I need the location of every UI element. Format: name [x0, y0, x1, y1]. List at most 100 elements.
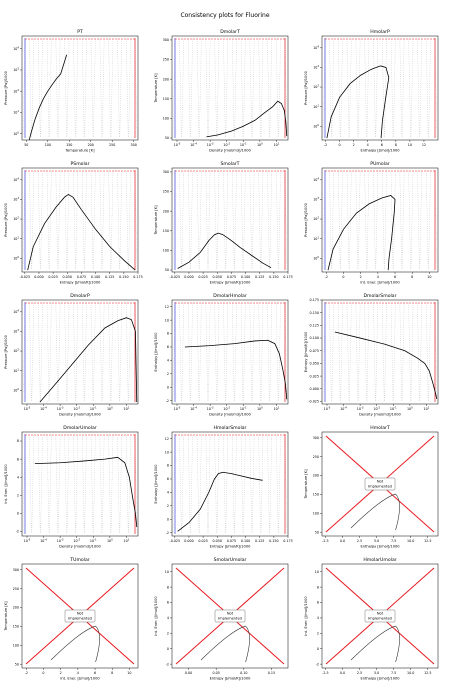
isoline	[402, 170, 405, 270]
y-tick-label: 4	[17, 475, 19, 479]
isoline	[346, 38, 350, 138]
isoline	[322, 170, 326, 270]
x-tick-label: 10-3	[207, 142, 214, 148]
isoline	[126, 302, 129, 402]
isoline	[252, 170, 255, 270]
y-tick-label: 0.125	[310, 324, 319, 328]
isoline	[216, 170, 220, 270]
isoline	[260, 434, 264, 534]
y-tick-label: -2	[166, 531, 169, 535]
x-tick-label: 0.15	[268, 671, 275, 675]
y-tick-label: 103	[13, 67, 19, 73]
y-tick-label: 6	[167, 345, 169, 349]
isoline	[223, 434, 226, 534]
isoline	[258, 170, 261, 270]
not-implemented-box	[214, 609, 246, 623]
isoline	[358, 302, 361, 402]
isoline	[267, 38, 270, 138]
y-tick-label: 4	[167, 616, 169, 620]
y-tick-label: 50	[165, 268, 169, 272]
y-tick-label: 0.100	[310, 336, 319, 340]
x-tick-label: 0.175	[133, 275, 142, 279]
isoline	[240, 434, 244, 534]
chart-panel-hmolarsmolar: HmolarSmolar -0.025 0.000 0.025 0.050 0.075 0.…	[154, 425, 293, 549]
saturation-curve	[350, 493, 400, 531]
isoline	[108, 38, 111, 138]
axes-frame	[321, 299, 439, 405]
isoline	[232, 434, 235, 534]
isoline	[276, 170, 279, 270]
isoline	[82, 170, 85, 270]
isoline	[102, 434, 105, 534]
isoline	[93, 302, 96, 402]
y-tick-label: 0	[167, 647, 169, 651]
y-axis-label: Temperature [K]	[154, 73, 158, 104]
x-axis-label: Int. Ener. [J/mol]/1000	[360, 281, 400, 285]
isoline	[102, 302, 105, 402]
isoline	[269, 302, 272, 402]
chart-title: SmolarUmolar	[214, 557, 247, 563]
isoline	[225, 302, 228, 402]
x-tick-label: 10-4	[40, 406, 47, 412]
isoline	[75, 170, 78, 270]
x-tick-label: 5.0	[374, 671, 379, 675]
isoline	[278, 434, 281, 534]
x-tick-label: 0.050	[213, 539, 222, 543]
isoline	[375, 38, 378, 138]
isoline	[258, 38, 261, 138]
isoline	[46, 170, 50, 270]
x-tick-label: 10-5	[174, 142, 181, 148]
y-axis-label: Enthalpy [J/mol]/1000	[154, 464, 158, 504]
x-tick-label: 10-3	[57, 406, 64, 412]
saturation-curve	[206, 100, 288, 138]
isoline	[276, 302, 279, 402]
isoline	[355, 38, 358, 138]
x-tick-label: 8	[111, 671, 113, 675]
y-tick-label: 150	[313, 493, 319, 497]
saturation-curve	[50, 625, 100, 663]
isoline	[340, 38, 343, 138]
y-axis-label: Pressure [Pa]/1000	[304, 70, 308, 105]
x-tick-label: 0.05	[213, 671, 220, 675]
x-tick-label: 0.150	[119, 275, 128, 279]
isoline	[22, 302, 26, 402]
isoline	[240, 38, 244, 138]
isoline	[84, 170, 87, 270]
isoline	[240, 170, 244, 270]
y-tick-label: 200	[13, 606, 19, 610]
isoline	[172, 170, 176, 270]
isoline	[128, 38, 131, 138]
x-tick-label: 10-1	[90, 406, 97, 412]
isoline	[64, 434, 67, 534]
isoline	[223, 302, 226, 402]
isoline	[188, 434, 191, 534]
x-tick-label: 100	[107, 538, 113, 544]
isoline	[128, 434, 131, 534]
plot-area	[22, 434, 138, 534]
saturation-curve	[27, 193, 136, 271]
isoline	[338, 38, 341, 138]
y-tick-label: 100	[13, 644, 19, 648]
y-tick-label: 101	[13, 109, 19, 115]
isoline	[119, 434, 122, 534]
isoline	[346, 302, 350, 402]
isoline	[390, 302, 394, 402]
isoline	[340, 170, 343, 270]
x-tick-label: -2	[324, 143, 327, 147]
not-implemented-label: Implemented	[368, 485, 392, 489]
y-tick-label: 102	[313, 216, 319, 222]
isoline	[346, 170, 350, 270]
isoline	[66, 302, 70, 402]
x-axis-label: Enthalpy [J/mol]/1000	[360, 149, 400, 153]
x-tick-label: 50	[24, 143, 28, 147]
isoline	[373, 302, 376, 402]
x-tick-label: 10-5	[324, 406, 331, 412]
x-tick-label: 0.025	[198, 275, 207, 279]
chart-panel-pt: PT 50 100 150 200 250 300 100 101 102 103 104 Temper…	[4, 29, 139, 153]
isoline	[399, 302, 402, 402]
x-tick-label: 7.5	[391, 671, 396, 675]
x-tick-label: 10	[408, 143, 412, 147]
isoline	[126, 170, 129, 270]
x-tick-label: 0.10	[240, 671, 247, 675]
